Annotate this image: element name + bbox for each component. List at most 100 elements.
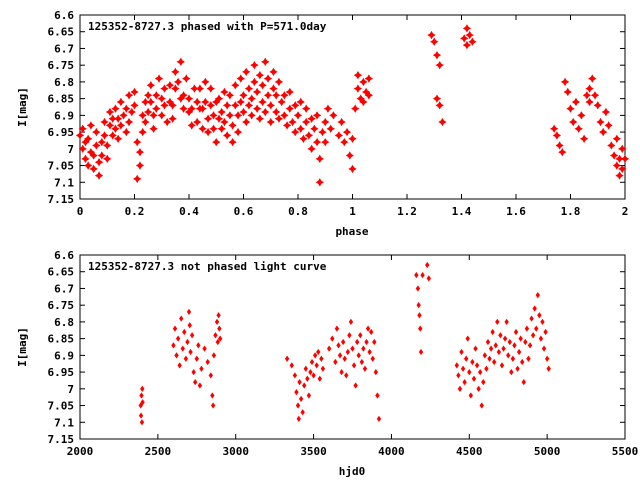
phased-data-point	[135, 161, 145, 170]
phased-data-point	[165, 81, 175, 90]
unphased-data-point	[347, 332, 352, 339]
unphased-data-point	[484, 365, 489, 372]
phased-data-point	[228, 137, 237, 147]
unphased-data-point	[345, 348, 351, 356]
unphased-data-point	[527, 342, 533, 349]
unphased-data-point	[303, 365, 308, 372]
phased-plot-title: 125352-8727.3 phased with P=571.0day	[88, 20, 327, 33]
phased-data-point	[233, 127, 243, 137]
phased-data-point	[563, 87, 572, 97]
phased-data-point	[105, 121, 115, 130]
phased-data-point	[329, 111, 338, 120]
unphased-x-tick-label: 2500	[145, 445, 172, 458]
phased-data-point	[152, 104, 161, 113]
phased-data-point	[239, 107, 248, 117]
phased-data-point	[263, 74, 273, 83]
phased-data-point	[130, 101, 139, 110]
unphased-data-point	[350, 345, 355, 352]
phased-data-point	[201, 97, 210, 107]
unphased-data-point	[194, 355, 199, 362]
unphased-data-point	[493, 342, 498, 349]
unphased-y-tick-label: 6.85	[48, 333, 75, 346]
unphased-data-point	[191, 368, 196, 376]
phased-data-point	[299, 134, 308, 143]
unphased-data-point	[197, 382, 203, 389]
unphased-data-point	[140, 399, 145, 406]
phased-x-tick-label: 0.6	[234, 205, 254, 218]
phased-data-point	[274, 114, 284, 123]
unphased-data-point	[199, 365, 204, 372]
phased-data-point	[86, 121, 96, 130]
unphased-data-point	[180, 345, 185, 352]
phased-data-point	[225, 111, 235, 120]
phased-data-point	[326, 124, 335, 133]
phased-data-point	[209, 124, 218, 133]
phased-x-tick-label: 0.2	[125, 205, 145, 218]
unphased-data-point	[373, 368, 379, 376]
phased-data-point	[124, 117, 134, 127]
unphased-data-point	[463, 355, 469, 362]
phased-data-point	[285, 104, 294, 113]
unphased-data-point	[540, 318, 545, 326]
unphased-data-point	[487, 355, 492, 362]
unphased-data-point	[365, 325, 371, 332]
unphased-data-point	[416, 302, 421, 309]
phased-data-point	[100, 117, 109, 127]
phased-data-point	[468, 37, 477, 46]
phased-data-point	[103, 141, 112, 150]
phased-data-point	[560, 77, 570, 87]
phased-data-point	[141, 117, 150, 127]
phased-data-point	[84, 161, 93, 170]
phased-data-point	[255, 71, 265, 80]
phased-data-point	[345, 151, 354, 160]
phased-data-point	[612, 161, 621, 170]
phased-data-point	[250, 77, 259, 87]
unphased-data-point	[462, 379, 467, 386]
unphased-y-tick-label: 6.75	[48, 299, 75, 312]
unphased-data-point	[454, 362, 460, 369]
unphased-data-point	[139, 392, 144, 399]
phased-data-point	[225, 91, 235, 100]
phased-data-point	[340, 137, 349, 147]
unphased-data-point	[139, 419, 145, 426]
unphased-data-point	[311, 372, 316, 379]
unphased-data-point	[300, 409, 305, 416]
unphased-data-point	[361, 345, 366, 352]
unphased-data-point	[375, 392, 380, 399]
unphased-data-point	[340, 338, 346, 346]
unphased-x-tick-label: 4500	[456, 445, 483, 458]
phased-data-point	[435, 61, 444, 70]
unphased-data-point	[330, 335, 335, 342]
phased-data-point	[596, 117, 605, 127]
phased-data-point	[231, 81, 240, 90]
phased-data-point	[304, 131, 314, 140]
phased-data-point	[312, 137, 322, 147]
phased-data-point	[571, 97, 581, 107]
unphased-data-point	[326, 345, 332, 352]
phased-data-point	[269, 84, 278, 93]
unphased-data-point	[376, 415, 382, 423]
unphased-light-curve-panel: 125352-8727.3 not phased light curve hjd…	[16, 249, 638, 478]
unphased-data-point	[510, 355, 516, 362]
unphased-data-point	[308, 368, 313, 376]
unphased-data-point	[367, 348, 372, 356]
phased-y-axis-label: I[mag]	[16, 87, 29, 127]
unphased-data-point	[334, 325, 340, 332]
unphased-data-point	[196, 342, 201, 349]
unphased-data-point	[284, 355, 290, 362]
phased-data-point	[312, 111, 322, 120]
unphased-data-point	[495, 318, 500, 326]
phased-data-point	[217, 107, 226, 117]
unphased-data-point	[312, 352, 318, 359]
phased-data-point	[122, 104, 131, 113]
unphased-data-point	[477, 368, 483, 376]
unphased-data-point	[515, 365, 520, 372]
unphased-data-point	[470, 358, 475, 366]
phased-data-point	[201, 77, 210, 87]
phased-data-point	[353, 71, 363, 80]
unphased-data-point	[182, 328, 187, 336]
unphased-x-axis-label: hjd0	[339, 465, 366, 478]
unphased-plot-title: 125352-8727.3 not phased light curve	[88, 260, 327, 273]
phased-data-point	[460, 34, 469, 43]
unphased-data-point	[509, 368, 514, 376]
